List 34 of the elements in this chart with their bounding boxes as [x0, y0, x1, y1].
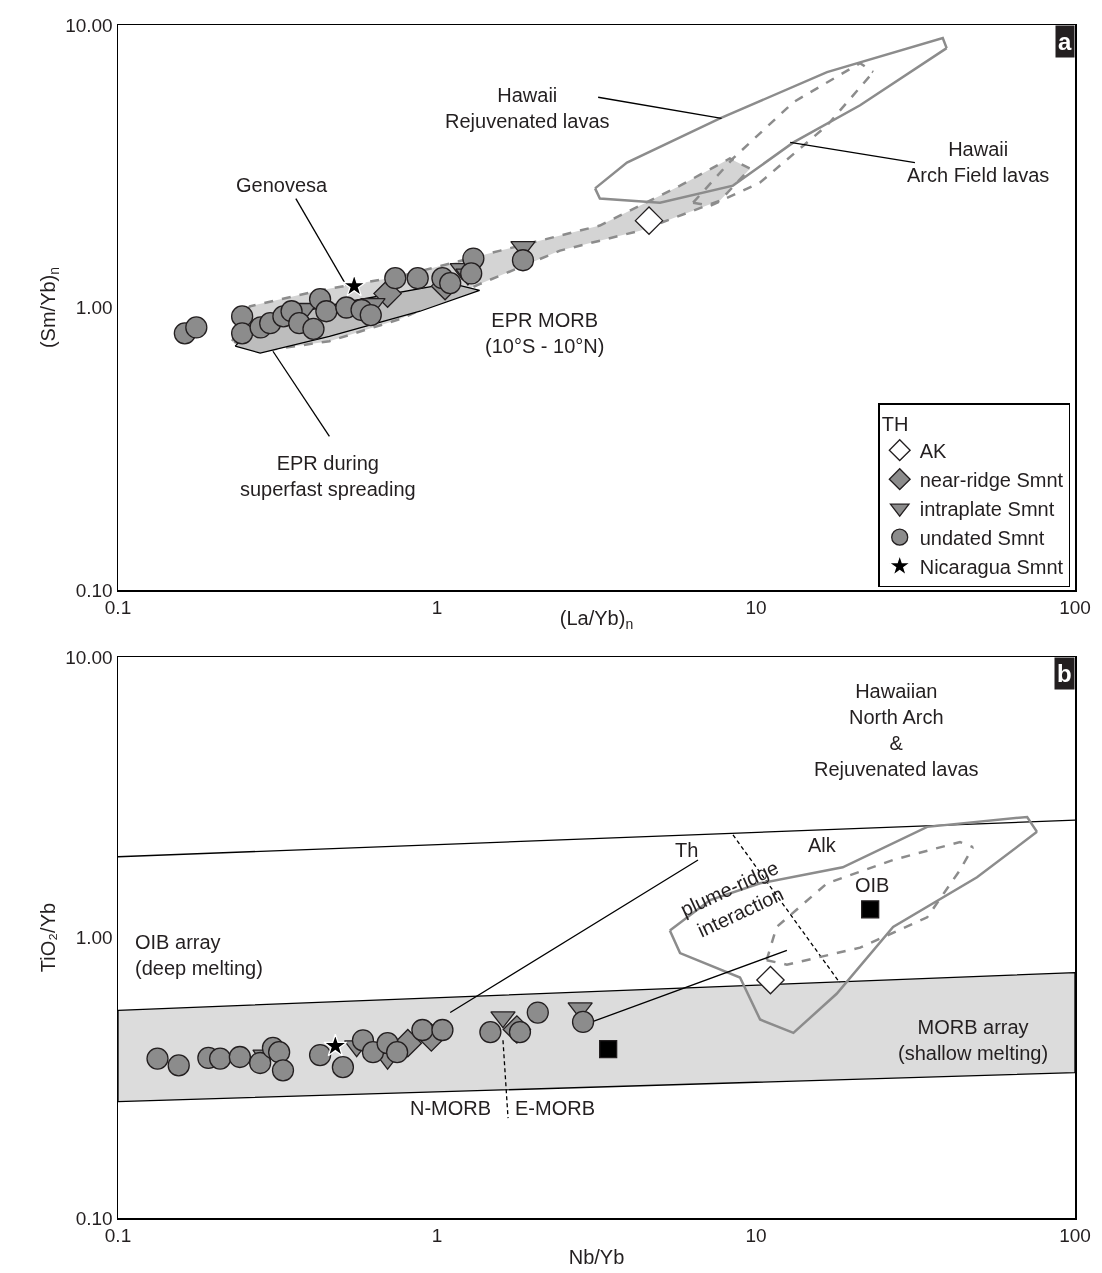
annotation: Genovesa [236, 174, 329, 196]
legend-label: intraplate Smnt [919, 497, 1055, 520]
x-tick-label: 1 [431, 597, 443, 619]
annotation: OIB array (deep melting) [135, 931, 263, 979]
annotation: N-MORB [410, 1097, 492, 1119]
annotation: EPR during superfast spreading [240, 452, 416, 500]
annotation: a [1058, 28, 1072, 55]
annotation: Hawaii Rejuvenated lavas [445, 84, 610, 132]
x-axis-title: (La/Yb)$_{n}$ [559, 606, 634, 632]
y-tick-label: 10.00 [65, 14, 113, 36]
x-tick-label: 10 [745, 1225, 767, 1247]
x-axis-title: Nb/Yb [568, 1245, 625, 1268]
annotation: E-MORB [515, 1097, 595, 1119]
x-tick-label: 100 [1059, 1225, 1091, 1247]
legend-label: near-ridge Smnt [919, 468, 1064, 491]
legend-label: undated Smnt [919, 526, 1045, 549]
legend-label: AK [919, 439, 948, 462]
y-tick-label: 1.00 [75, 927, 113, 949]
legend-title: TH [881, 412, 909, 435]
annotation: Hawaiian North Arch & Rejuvenated lavas [814, 680, 979, 780]
annotation: OIB [855, 874, 890, 896]
x-tick-label: 1 [431, 1225, 443, 1247]
annotation: b [1057, 660, 1072, 687]
annotation: Th [675, 839, 699, 861]
annotation: MORB array (shallow melting) [898, 1016, 1049, 1064]
y-tick-label: 1.00 [75, 297, 113, 319]
legend-label: Nicaragua Smnt [919, 555, 1064, 578]
annotation: Hawaii Arch Field lavas [907, 138, 1050, 186]
annotation: Alk [808, 834, 837, 856]
y-axis-title: TiO₂/Yb [36, 902, 59, 973]
annotation: EPR MORB (10°S - 10°N) [485, 309, 605, 357]
x-tick-label: 100 [1059, 597, 1091, 619]
x-tick-label: 10 [745, 597, 767, 619]
y-tick-label: 10.00 [65, 646, 113, 668]
